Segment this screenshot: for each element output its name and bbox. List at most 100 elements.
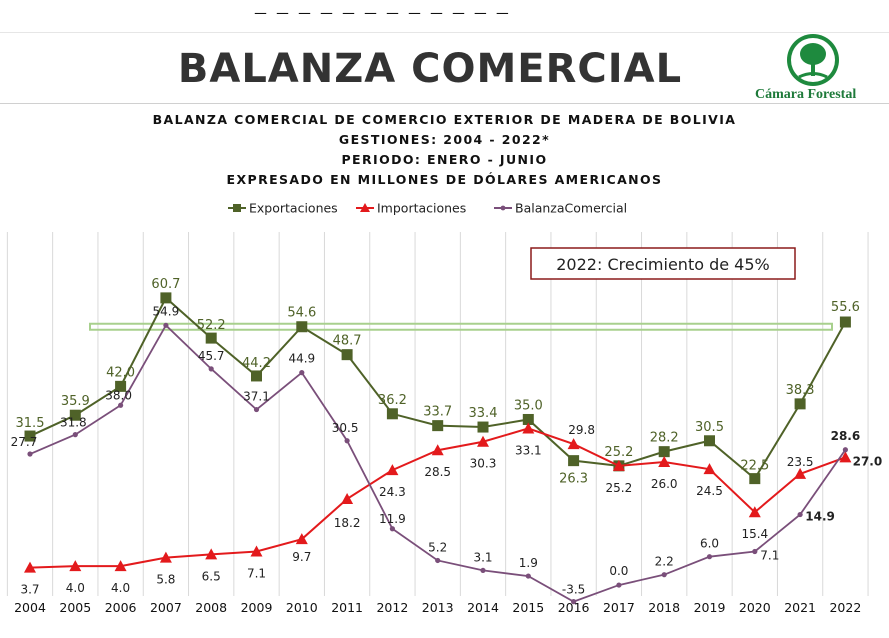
data-label: 31.8: [60, 416, 87, 430]
import-point: [386, 464, 399, 476]
legend-diamond-marker: [500, 205, 506, 211]
x-tick-label: 2012: [376, 600, 408, 615]
import-point: [114, 560, 127, 572]
balance-point: [571, 599, 577, 605]
data-label: 6.0: [700, 537, 719, 551]
data-label: 24.3: [379, 485, 406, 499]
import-point: [477, 435, 489, 447]
data-label: 35.0: [514, 398, 543, 413]
data-label: 52.2: [197, 318, 226, 333]
x-tick-label: 2020: [739, 600, 771, 615]
data-label: 28.5: [424, 465, 451, 479]
balance-point: [299, 370, 305, 376]
page-title: BALANZA COMERCIAL: [177, 46, 683, 92]
data-label: 33.1: [515, 443, 542, 457]
x-tick-label: 2013: [422, 600, 454, 615]
data-label: 3.7: [20, 583, 39, 597]
data-label: 29.8: [568, 423, 595, 437]
data-label: 5.2: [428, 540, 447, 554]
data-label: 28.2: [650, 431, 679, 446]
x-tick-label: 2006: [105, 600, 137, 615]
chart-legend: Exportaciones Importaciones BalanzaComerci…: [228, 201, 627, 216]
data-label: 25.2: [606, 481, 633, 495]
export-point: [115, 380, 127, 392]
chart-title-line-3: PERIODO: ENERO - JUNIO: [341, 152, 548, 167]
x-tick-label: 2016: [558, 600, 590, 615]
data-label: 4.0: [66, 581, 85, 595]
reference-line: [89, 322, 833, 331]
x-tick-label: 2022: [829, 600, 861, 615]
import-point: [159, 551, 172, 563]
top-strip: _ _ _ _ _ _ _ _ _ _ _ _: [0, 0, 889, 14]
export-point: [794, 398, 806, 410]
import-point: [839, 451, 852, 463]
data-label: 54.6: [287, 306, 316, 321]
data-label: 7.1: [760, 548, 779, 562]
data-label: 55.6: [831, 300, 860, 315]
import-point: [250, 545, 263, 557]
data-label: 45.7: [198, 349, 225, 363]
legend-label: BalanzaComercial: [515, 201, 627, 216]
x-tick-label: 2005: [59, 600, 91, 615]
x-tick-label: 2019: [694, 600, 726, 615]
camara-forestal-logo: [787, 34, 839, 86]
data-label: 28.6: [831, 429, 861, 443]
data-label: 6.5: [202, 569, 221, 583]
export-point: [251, 370, 262, 382]
data-label: 48.7: [333, 334, 362, 349]
data-label: 30.3: [470, 457, 497, 471]
data-label: 36.2: [378, 393, 407, 408]
data-label: 31.5: [16, 416, 45, 431]
chart-title-line-4: EXPRESADO EN MILLONES DE DÓLARES AMERICA…: [226, 172, 663, 187]
import-point: [431, 444, 444, 456]
data-label: -3.5: [562, 583, 585, 597]
data-label: 54.9: [153, 304, 180, 318]
balance-point: [842, 447, 849, 453]
data-label: 42.0: [106, 365, 135, 380]
import-point: [522, 422, 535, 434]
x-tick-label: 2010: [286, 600, 318, 615]
x-tick-label: 2007: [150, 600, 182, 615]
balance-point: [706, 554, 713, 560]
annotation-text: 2022: Crecimiento de 45%: [556, 255, 770, 274]
export-point: [296, 321, 308, 333]
data-label: 37.1: [243, 390, 270, 404]
export-point: [749, 473, 761, 485]
export-point: [704, 435, 715, 447]
export-point: [477, 421, 489, 433]
import-point: [794, 467, 807, 479]
data-label: 23.5: [787, 455, 814, 469]
data-label: 44.2: [242, 356, 271, 371]
data-label: 11.9: [379, 512, 406, 526]
x-tick-label: 2011: [331, 600, 363, 615]
data-label: 3.1: [473, 550, 492, 564]
data-label: 4.0: [111, 581, 130, 595]
export-point: [205, 332, 217, 344]
legend-label: Exportaciones: [249, 201, 338, 216]
x-tick-label: 2018: [648, 600, 680, 615]
x-tick-label: 2008: [195, 600, 227, 615]
legend-square-marker: [233, 204, 241, 212]
chart-title-line-1: BALANZA COMERCIAL DE COMERCIO EXTERIOR D…: [152, 112, 737, 127]
balance-point: [797, 511, 803, 518]
title-banner: [0, 32, 889, 104]
balance-point: [661, 572, 667, 578]
x-tick-label: 2004: [14, 600, 46, 615]
balance-point: [616, 582, 622, 588]
legend-label: Importaciones: [377, 201, 466, 216]
export-point: [160, 292, 172, 304]
x-tick-label: 2014: [467, 600, 499, 615]
import-point: [748, 506, 761, 518]
data-label: 5.8: [156, 573, 175, 587]
data-label: 24.5: [696, 484, 723, 498]
data-label: 22.5: [740, 459, 769, 474]
data-label: 33.4: [469, 406, 498, 421]
data-label: 0.0: [609, 564, 628, 578]
data-label: 26.3: [559, 472, 588, 487]
chart-grid: [6, 232, 869, 596]
import-point: [205, 548, 218, 560]
import-point: [703, 463, 716, 475]
balance-point: [163, 322, 169, 328]
data-label: 2.2: [655, 555, 674, 569]
balance-point: [389, 526, 395, 532]
